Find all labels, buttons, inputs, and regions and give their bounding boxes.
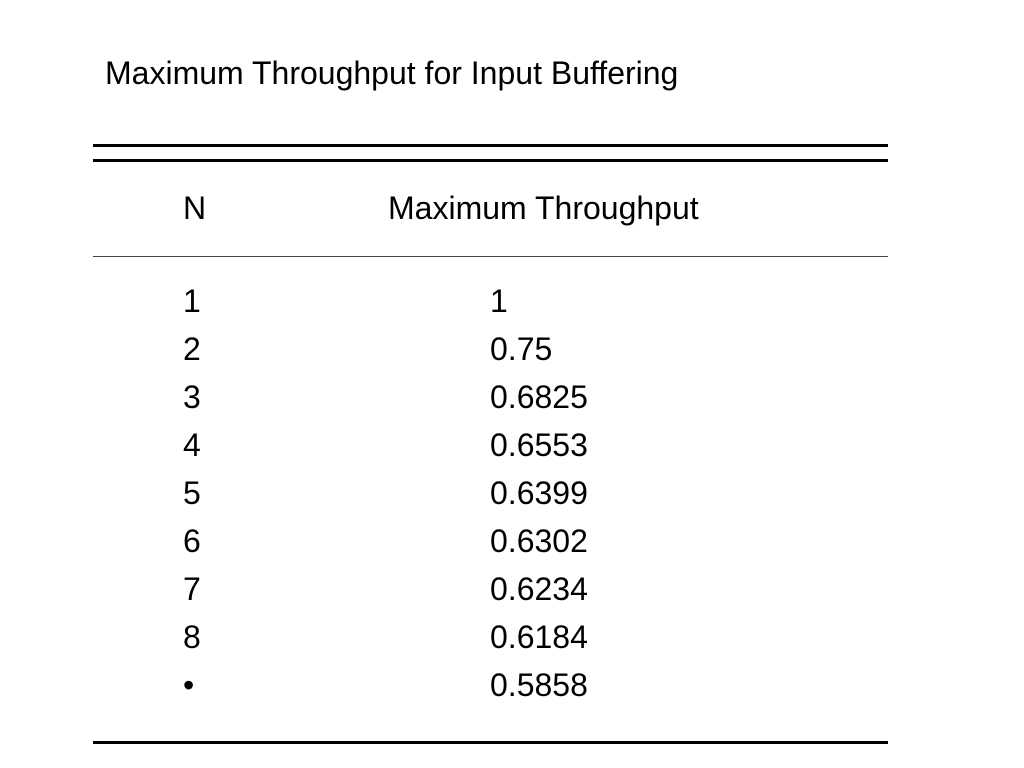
table-cell: 0.75 bbox=[490, 331, 553, 367]
bottom-rule bbox=[93, 741, 888, 744]
table-cell: 3 bbox=[183, 379, 201, 415]
table-cell: 0.6553 bbox=[490, 427, 588, 463]
table-cell: 0.6399 bbox=[490, 475, 588, 511]
column-header: N bbox=[183, 190, 207, 226]
header-rule bbox=[93, 256, 888, 257]
table-cell: 5 bbox=[183, 475, 201, 511]
top-rule bbox=[93, 144, 888, 147]
table-cell: • bbox=[183, 667, 195, 703]
column-header: Maximum Throughput bbox=[388, 190, 699, 226]
table-cell: 2 bbox=[183, 331, 201, 367]
table-cell: 0.6234 bbox=[490, 571, 588, 607]
table-cell: 4 bbox=[183, 427, 201, 463]
table-cell: 6 bbox=[183, 523, 201, 559]
title: Maximum Throughput for Input Buffering bbox=[105, 55, 679, 91]
table-cell: 0.6302 bbox=[490, 523, 588, 559]
table-cell: 7 bbox=[183, 571, 201, 607]
table-cell: 8 bbox=[183, 619, 201, 655]
top-rule bbox=[93, 159, 888, 162]
table-cell: 1 bbox=[183, 283, 201, 319]
table-cell: 0.6184 bbox=[490, 619, 588, 655]
table-cell: 0.6825 bbox=[490, 379, 588, 415]
table-cell: 0.5858 bbox=[490, 667, 588, 703]
table-cell: 1 bbox=[490, 283, 508, 319]
